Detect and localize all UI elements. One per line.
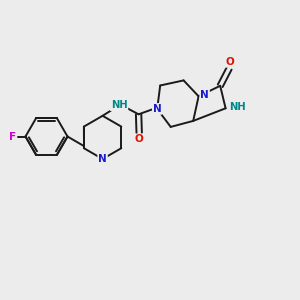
Text: N: N [98, 154, 107, 164]
Text: N: N [153, 104, 162, 114]
Text: N: N [200, 90, 209, 100]
Text: F: F [9, 131, 16, 142]
Text: NH: NH [111, 100, 128, 110]
Text: NH: NH [229, 102, 245, 112]
Text: O: O [135, 134, 144, 145]
Text: O: O [225, 57, 234, 67]
